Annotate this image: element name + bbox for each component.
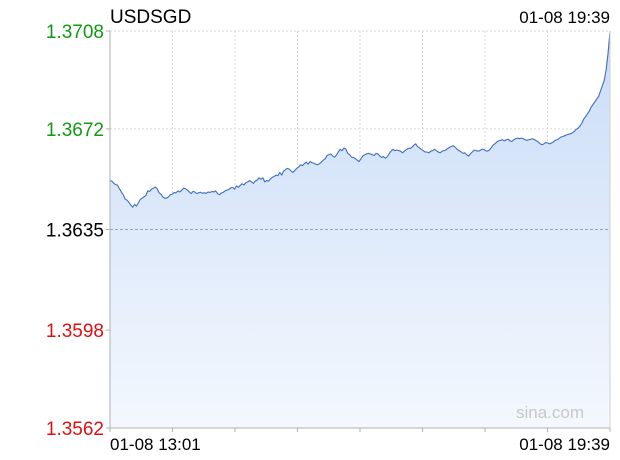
y-tick-label: 1.3708	[46, 22, 104, 43]
watermark: sina.com	[516, 403, 584, 422]
x-tick-label-start: 01-08 13:01	[110, 435, 201, 454]
x-tick-label-end: 01-08 19:39	[519, 435, 610, 454]
series-line	[109, 30, 611, 208]
y-tick-label: 1.3635	[46, 221, 104, 242]
y-tick-label: 1.3598	[46, 321, 104, 342]
chart-timestamp: 01-08 19:39	[519, 8, 610, 27]
price-line	[109, 30, 611, 208]
y-tick-label: 1.3562	[46, 419, 104, 440]
x-axis-ticks: 01-08 13:01 01-08 19:39	[109, 428, 611, 454]
y-axis-ticks: 1.3708 1.3672 1.3635 1.3598 1.3562	[46, 22, 110, 440]
y-tick-label: 1.3672	[46, 120, 104, 141]
chart-title: USDSGD	[110, 7, 191, 28]
